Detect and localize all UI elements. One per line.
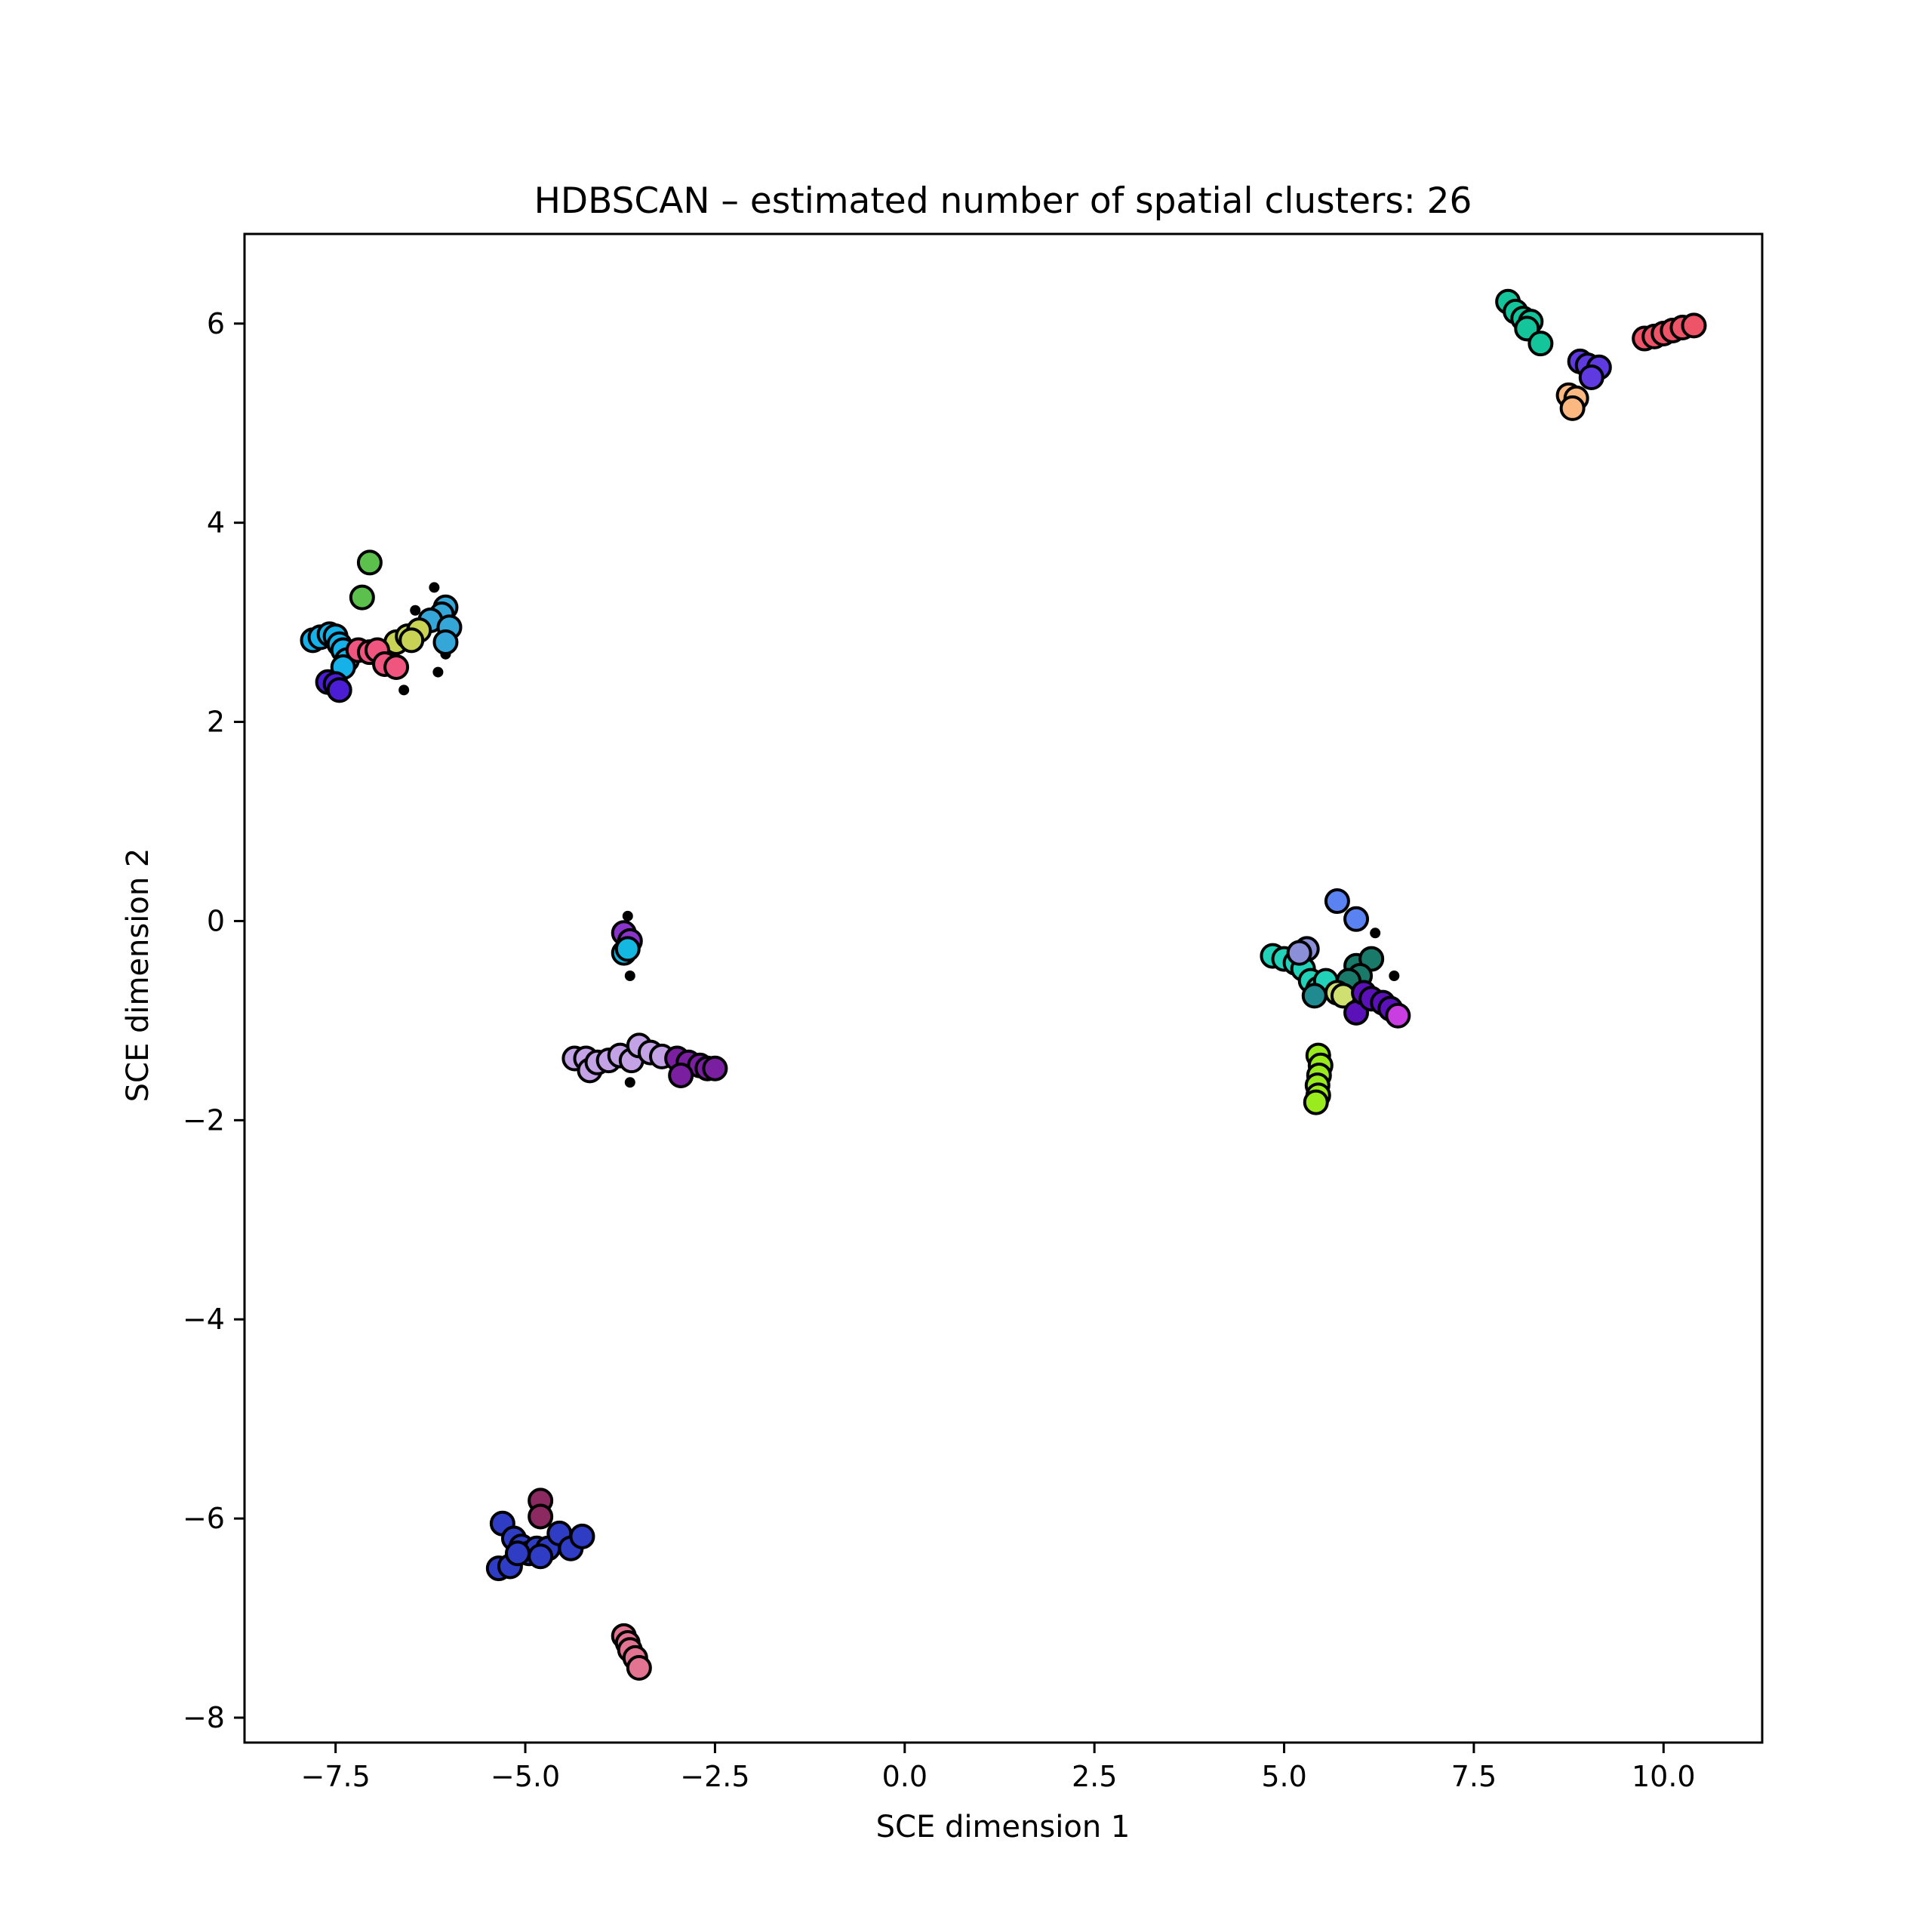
cluster-point <box>626 1655 652 1681</box>
y-tick-label: −2 <box>183 1103 225 1137</box>
cluster-3 <box>1567 348 1612 391</box>
x-tick-label: 7.5 <box>1451 1760 1497 1793</box>
noise-point <box>1389 971 1400 982</box>
cluster-point <box>668 1062 694 1088</box>
cluster-point <box>398 627 425 654</box>
noise-point <box>622 910 633 921</box>
cluster-17 <box>611 1623 652 1681</box>
cluster-point <box>1385 1002 1411 1029</box>
cluster-point <box>432 629 459 655</box>
noise-point <box>624 971 635 982</box>
y-tick-label: 2 <box>207 706 225 739</box>
ticks-layer: −7.5 −5.0 −2.5 0.0 2.5 5.0 7.5 10.0 −8 −6 −4 −2 0 2 4 6 <box>183 307 1696 1793</box>
noise-point <box>624 1077 635 1088</box>
cluster-6 <box>417 594 463 655</box>
cluster-point <box>1527 331 1554 357</box>
x-tick-label: 10.0 <box>1632 1760 1696 1793</box>
y-axis-label: SCE dimension 2 <box>121 848 155 1103</box>
cluster-point <box>569 1523 595 1549</box>
y-tick-label: 0 <box>207 904 225 937</box>
cluster-15 <box>485 1510 595 1582</box>
x-tick-label: 0.0 <box>882 1760 928 1793</box>
x-tick-label: 5.0 <box>1261 1760 1306 1793</box>
cluster-point <box>1681 312 1707 339</box>
noise-point <box>429 582 440 593</box>
cluster-13 <box>561 1032 675 1084</box>
cluster-26 <box>1301 983 1327 1009</box>
cluster-point <box>528 1503 554 1530</box>
cluster-14 <box>664 1045 728 1088</box>
cluster-point <box>1324 888 1350 915</box>
cluster-2 <box>1632 312 1707 352</box>
cluster-18 <box>1324 888 1370 932</box>
x-axis-label: SCE dimension 1 <box>876 1810 1131 1844</box>
cluster-24 <box>1385 1002 1411 1029</box>
noise-point <box>398 685 410 696</box>
cluster-point <box>356 549 383 576</box>
cluster-1 <box>1495 288 1554 357</box>
cluster-point <box>1303 1089 1329 1115</box>
cluster-25 <box>1303 1042 1334 1115</box>
cluster-point <box>383 654 410 680</box>
cluster-20 <box>1286 936 1320 966</box>
cluster-point <box>1286 940 1312 966</box>
cluster-point <box>528 1543 554 1570</box>
cluster-point <box>1559 395 1586 421</box>
cluster-5 <box>349 549 383 611</box>
y-tick-label: 4 <box>207 506 225 540</box>
x-tick-label: −7.5 <box>301 1760 371 1793</box>
noise-point <box>432 666 444 678</box>
cluster-point <box>1578 365 1604 391</box>
cluster-22 <box>1324 980 1356 1009</box>
cluster-10 <box>315 669 352 703</box>
cluster-point <box>702 1055 728 1081</box>
cluster-4 <box>1555 382 1589 421</box>
y-tick-label: 6 <box>207 307 225 340</box>
cluster-16 <box>528 1487 554 1530</box>
y-tick-label: −8 <box>183 1701 225 1734</box>
chart-title: HDBSCAN – estimated number of spatial cl… <box>534 180 1472 222</box>
cluster-point <box>349 584 375 611</box>
y-tick-label: −6 <box>183 1502 225 1535</box>
y-tick-label: −4 <box>183 1303 225 1336</box>
cluster-9 <box>345 637 410 680</box>
x-tick-label: 2.5 <box>1072 1760 1117 1793</box>
cluster-point <box>1301 983 1327 1009</box>
plot-area-frame <box>243 232 1764 1744</box>
cluster-point <box>1343 906 1370 932</box>
noise-point <box>410 605 421 616</box>
cluster-12 <box>611 936 641 966</box>
cluster-point <box>326 677 352 703</box>
points-layer <box>300 288 1707 1681</box>
x-tick-label: −2.5 <box>680 1760 749 1793</box>
x-tick-label: −5.0 <box>491 1760 560 1793</box>
cluster-point <box>504 1540 531 1567</box>
noise-point <box>1370 928 1381 939</box>
cluster-point <box>614 936 641 962</box>
cluster-7 <box>383 617 432 655</box>
